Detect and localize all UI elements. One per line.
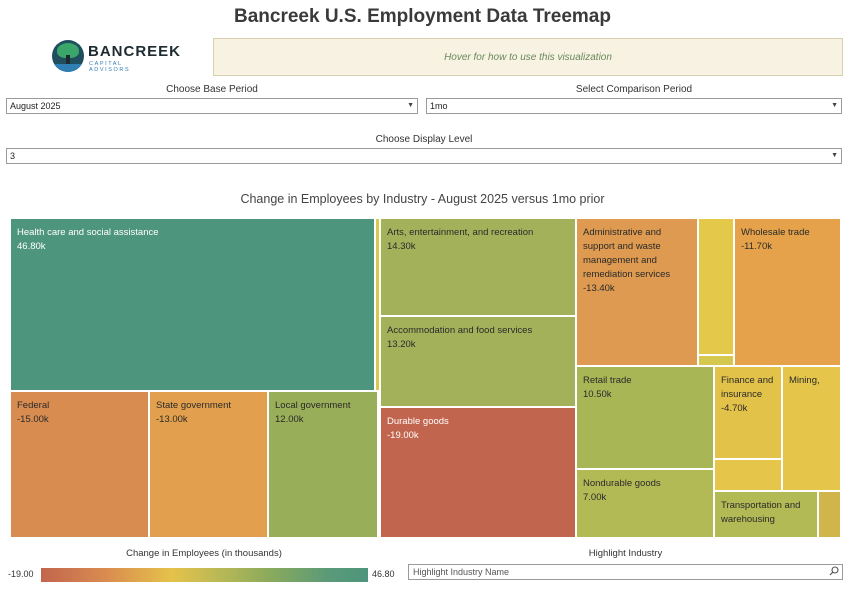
treemap-tile[interactable]: Transportation and warehousing — [714, 491, 818, 538]
search-icon[interactable] — [829, 566, 839, 576]
usage-hint-banner[interactable]: Hover for how to use this visualization — [213, 38, 843, 76]
treemap-tile[interactable]: Accommodation and food services 13.20k — [380, 316, 576, 407]
legend-min-value: -19.00 — [8, 569, 34, 579]
treemap-tile[interactable]: Durable goods -19.00k — [380, 407, 576, 538]
tile-value: -15.00k — [17, 414, 49, 425]
treemap-tile[interactable]: State government -13.00k — [149, 391, 268, 538]
usage-hint-text: Hover for how to use this visualization — [444, 51, 612, 63]
treemap-tile[interactable] — [698, 218, 734, 355]
treemap-tile[interactable]: Local government 12.00k — [268, 391, 378, 538]
tile-value: 13.20k — [387, 339, 416, 350]
tile-label: Arts, entertainment, and recreation — [387, 227, 534, 238]
tile-label: Finance and insurance — [721, 375, 774, 400]
treemap-tile[interactable] — [714, 459, 782, 491]
treemap-tile[interactable]: Health care and social assistance 46.80k — [10, 218, 375, 391]
chevron-down-icon: ▼ — [831, 102, 838, 109]
tile-value: 12.00k — [275, 414, 304, 425]
tile-label: Health care and social assistance — [17, 227, 159, 238]
display-level-value: 3 — [10, 151, 16, 161]
comparison-period-select[interactable]: 1mo ▼ — [426, 98, 842, 114]
chevron-down-icon: ▼ — [407, 102, 414, 109]
tile-value: 14.30k — [387, 241, 416, 252]
logo-name: BANCREEK — [88, 43, 182, 60]
tile-label: Administrative and support and waste man… — [583, 227, 671, 280]
comparison-period-label: Select Comparison Period — [575, 84, 693, 95]
base-period-label: Choose Base Period — [166, 84, 258, 95]
base-period-value: August 2025 — [10, 101, 61, 111]
tile-label: Mining, — [789, 375, 820, 386]
treemap-tile[interactable] — [375, 218, 380, 391]
legend-max-value: 46.80 — [372, 569, 395, 579]
tile-label: Federal — [17, 400, 50, 411]
treemap-tile[interactable]: Arts, entertainment, and recreation 14.30… — [380, 218, 576, 316]
highlight-industry-input[interactable] — [408, 564, 843, 580]
comparison-period-value: 1mo — [430, 101, 448, 111]
display-level-label: Choose Display Level — [375, 134, 473, 145]
tile-label: Durable goods — [387, 416, 449, 427]
treemap-tile[interactable]: Retail trade 10.50k — [576, 366, 714, 469]
tile-label: Retail trade — [583, 375, 632, 386]
page-title: Bancreek U.S. Employment Data Treemap — [234, 6, 611, 27]
chart-title: Change in Employees by Industry - August… — [240, 192, 605, 206]
tile-value: -19.00k — [387, 430, 419, 441]
tile-value: 7.00k — [583, 492, 607, 503]
tile-value: 10.50k — [583, 389, 612, 400]
treemap-tile[interactable]: Wholesale trade -11.70k — [734, 218, 841, 366]
highlight-industry-label: Highlight Industry — [588, 548, 663, 559]
treemap-tile[interactable]: Nondurable goods 7.00k — [576, 469, 714, 538]
tile-value: -4.70k — [721, 403, 748, 414]
color-legend-bar — [41, 568, 368, 582]
treemap-tile[interactable]: Mining, — [782, 366, 841, 491]
treemap-tile[interactable]: Federal -15.00k — [10, 391, 149, 538]
tile-label: Wholesale trade — [741, 227, 810, 238]
chevron-down-icon: ▼ — [831, 152, 838, 159]
treemap-tile[interactable]: Administrative and support and waste man… — [576, 218, 698, 366]
tile-value: -13.00k — [156, 414, 188, 425]
tile-value: 46.80k — [17, 241, 46, 252]
tree-logo-icon — [52, 40, 84, 72]
treemap-tile[interactable]: Finance and insurance -4.70k — [714, 366, 782, 459]
tile-label: Transportation and warehousing — [721, 500, 801, 525]
legend-title: Change in Employees (in thousands) — [126, 548, 282, 559]
base-period-select[interactable]: August 2025 ▼ — [6, 98, 418, 114]
bancreek-logo: BANCREEK CAPITAL ADVISORS — [52, 40, 180, 74]
tile-label: Nondurable goods — [583, 478, 661, 489]
tile-label: Local government — [275, 400, 351, 411]
tile-label: State government — [156, 400, 231, 411]
treemap-tile[interactable] — [698, 355, 734, 366]
logo-subtitle: CAPITAL ADVISORS — [89, 61, 131, 73]
tile-label: Accommodation and food services — [387, 325, 533, 336]
display-level-select[interactable]: 3 ▼ — [6, 148, 842, 164]
tile-value: -13.40k — [583, 283, 615, 294]
tile-value: -11.70k — [741, 241, 772, 252]
treemap-tile[interactable] — [818, 491, 841, 538]
